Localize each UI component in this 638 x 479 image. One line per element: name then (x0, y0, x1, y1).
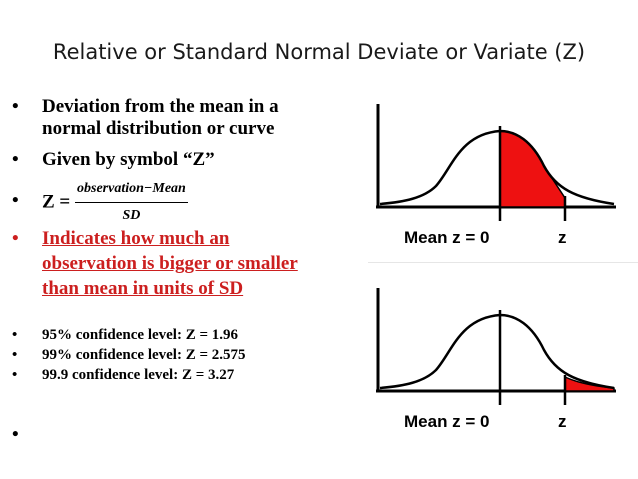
bell-curve (379, 313, 615, 390)
z-label: z (558, 412, 567, 431)
bullet-text-line3: than mean in units of SD (42, 278, 244, 299)
bullet-text-line1: Indicates how much an (42, 228, 230, 249)
bullet-dot: • (12, 228, 19, 249)
confidence-text: 95% confidence level: Z = 1.96 (42, 327, 239, 343)
mean-label: Mean z = 0 (404, 228, 490, 247)
confidence-text: 99.9 confidence level: Z = 3.27 (42, 367, 235, 383)
bullet-dot: • (12, 327, 18, 343)
formula: Z = observation−Mean SD (42, 178, 188, 227)
z-label: z (558, 228, 567, 247)
mean-label: Mean z = 0 (404, 412, 490, 431)
confidence-text: 99% confidence level: Z = 2.575 (42, 347, 246, 363)
bullet-dot: • (12, 96, 19, 117)
normal-curve-bottom: Mean z = 0 z (376, 288, 616, 431)
formula-denominator: SD (122, 208, 141, 223)
bullet-dot: • (12, 347, 18, 363)
shaded-area-mean-to-z (499, 130, 566, 208)
bullet-dot: • (12, 190, 19, 211)
bullet-text-line1: Deviation from the mean in a (42, 96, 279, 117)
formula-fraction: observation−Mean SD (75, 178, 188, 227)
divider (368, 262, 638, 263)
bullet-text-line2: normal distribution or curve (42, 118, 275, 139)
bullet-dot: • (12, 367, 18, 383)
formula-numerator: observation−Mean (75, 178, 188, 203)
normal-curve-top: Mean z = 0 z (376, 104, 616, 247)
bell-curve (379, 129, 615, 206)
slide-title: Relative or Standard Normal Deviate or V… (52, 40, 586, 64)
bullet-text: Given by symbol “Z” (42, 149, 215, 170)
bullet-dot: • (12, 424, 19, 445)
bullet-text-line2: observation is bigger or smaller (42, 253, 298, 274)
formula-prefix: Z = (42, 191, 71, 213)
bullet-dot: • (12, 149, 19, 170)
